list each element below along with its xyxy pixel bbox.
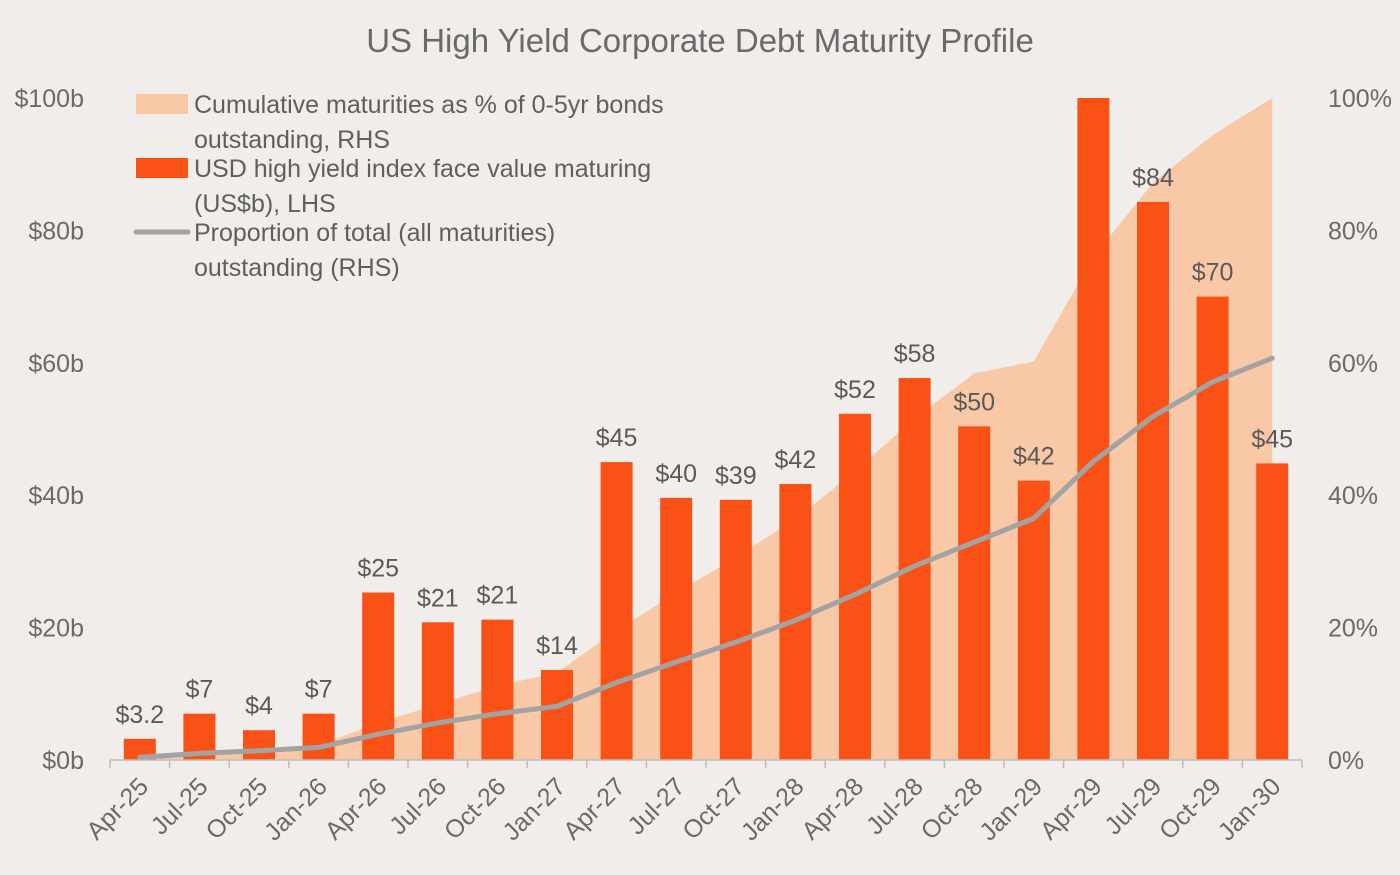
bar-Jul-26 — [421, 622, 454, 760]
y-right-tick-label: 60% — [1328, 350, 1378, 378]
bar-value-label: $42 — [775, 446, 817, 474]
bar-value-label: $52 — [834, 376, 876, 404]
x-tick-label: Jan-29 — [974, 772, 1048, 846]
bar-Jul-27 — [660, 497, 693, 760]
bar-value-label: $25 — [357, 555, 399, 583]
bar-value-label: $45 — [596, 424, 638, 452]
x-tick-label: Apr-28 — [796, 772, 869, 845]
bar-value-label: $84 — [1132, 164, 1174, 192]
x-tick-label: Apr-25 — [81, 772, 154, 845]
y-right-tick-label: 100% — [1328, 85, 1392, 113]
bar-Jul-29 — [1137, 201, 1169, 760]
bar-Oct-25 — [243, 730, 275, 760]
x-tick-label: Jul-27 — [622, 772, 690, 840]
bar-Oct-26 — [481, 619, 514, 760]
bar-Jan-26 — [302, 713, 335, 760]
y-right-tick-label: 0% — [1328, 747, 1364, 775]
x-tick-label: Apr-26 — [320, 772, 393, 845]
legend-label: USD high yield index face value maturing — [194, 155, 651, 183]
legend-label: Cumulative maturities as % of 0-5yr bond… — [194, 91, 664, 119]
bar-Jan-29 — [1017, 480, 1050, 760]
bar-value-label: $45 — [1251, 425, 1293, 453]
x-tick-label: Apr-29 — [1035, 772, 1108, 845]
y-right-tick-label: 40% — [1328, 482, 1378, 510]
y-left-tick-label: $80b — [28, 217, 84, 245]
y-right-tick-label: 80% — [1328, 217, 1378, 245]
bar-value-label: $42 — [1013, 443, 1055, 471]
x-tick-label: Oct-26 — [439, 772, 512, 845]
legend-swatch-area — [136, 94, 188, 114]
bar-Oct-28 — [958, 426, 991, 760]
legend-label: outstanding (RHS) — [194, 254, 400, 282]
x-tick-label: Jul-25 — [146, 772, 214, 840]
y-left-tick-label: $40b — [28, 482, 84, 510]
y-left-tick-label: $100b — [14, 85, 84, 113]
legend: Cumulative maturities as % of 0-5yr bond… — [133, 91, 664, 282]
bar-value-label: $21 — [477, 582, 519, 610]
x-tick-label: Jul-26 — [384, 772, 452, 840]
bar-value-label: $40 — [655, 460, 697, 488]
bar-Apr-29 — [1077, 98, 1110, 760]
x-tick-label: Jan-28 — [736, 772, 810, 846]
y-right-tick-label: 20% — [1328, 615, 1378, 643]
bar-Oct-27 — [719, 499, 752, 760]
bar-value-label: $7 — [185, 676, 213, 704]
y-left-tick-label: $0b — [42, 747, 84, 775]
bar-value-label: $39 — [715, 462, 757, 490]
legend-swatch-bar — [136, 158, 188, 178]
x-tick-label: Oct-29 — [1154, 772, 1227, 845]
bar-value-label: $58 — [894, 340, 936, 368]
x-tick-label: Oct-25 — [200, 772, 273, 845]
bar-value-label: $3.2 — [115, 701, 164, 729]
bar-value-label: $70 — [1192, 259, 1234, 287]
x-tick-label: Oct-28 — [916, 772, 989, 845]
bar-Jan-30 — [1256, 463, 1289, 760]
chart-title: US High Yield Corporate Debt Maturity Pr… — [366, 22, 1034, 59]
bar-value-label: $21 — [417, 584, 459, 612]
bar-Oct-29 — [1196, 296, 1229, 760]
line-layer — [137, 355, 1275, 760]
bar-value-label: $4 — [245, 692, 273, 720]
bar-value-label: $14 — [536, 632, 578, 660]
x-tick-label: Jan-26 — [259, 772, 333, 846]
data-label-layer: $3.2 $7 $4 $7 $25 $21 $21 $14 $45 $40 $39 $42 $52 $58… — [115, 164, 1293, 729]
x-tick-label: Jul-29 — [1099, 772, 1167, 840]
x-tick-label: Oct-27 — [677, 772, 750, 845]
bar-Jan-27 — [541, 669, 573, 760]
bar-value-label: $7 — [305, 676, 333, 704]
x-tick-label: Jan-27 — [497, 772, 571, 846]
bar-Apr-27 — [600, 462, 633, 760]
bar-value-label: $50 — [953, 388, 995, 416]
legend-label: (US$b), LHS — [194, 190, 336, 218]
legend-label: Proportion of total (all maturities) — [194, 219, 555, 247]
y-left-tick-label: $20b — [28, 615, 84, 643]
legend-label: outstanding, RHS — [194, 126, 390, 154]
x-tick-label: Apr-27 — [558, 772, 631, 845]
y-left-tick-label: $60b — [28, 350, 84, 378]
proportion-line — [137, 355, 1275, 760]
x-tick-label: Jan-30 — [1213, 772, 1287, 846]
x-tick-label: Jul-28 — [861, 772, 929, 840]
